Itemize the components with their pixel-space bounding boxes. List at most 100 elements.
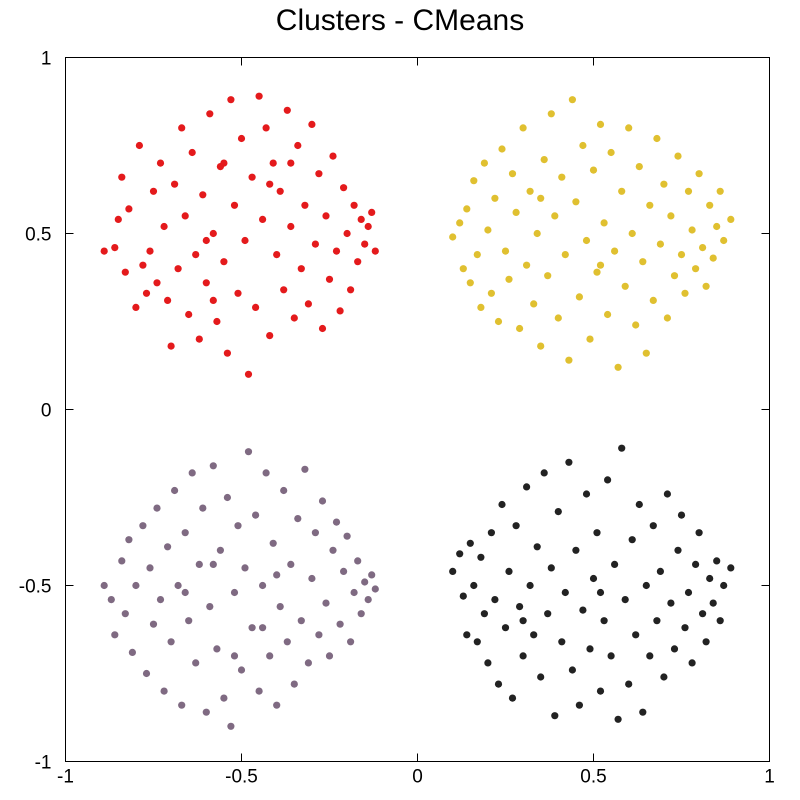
data-point [171,486,179,495]
data-point [195,560,203,569]
data-point [318,497,327,505]
data-point [579,606,587,614]
data-point [586,335,594,343]
data-point [656,240,665,248]
data-point [350,201,358,209]
data-point [727,215,735,223]
data-point [269,539,277,547]
data-point [368,571,376,579]
data-point [596,261,605,269]
data-point [589,574,598,583]
data-point [139,261,147,269]
data-point [118,557,126,565]
data-point [259,624,267,632]
data-point [709,254,717,262]
data-point [100,247,108,255]
data-point [501,624,510,632]
data-point [505,275,513,283]
data-point [364,596,372,604]
data-point [301,201,309,209]
data-point [244,448,253,456]
data-point [670,645,679,653]
data-point [582,236,591,245]
data-point [273,571,281,579]
data-point [139,522,147,530]
data-point [593,529,601,537]
data-point [156,596,165,604]
data-point [561,251,569,259]
data-point [459,265,467,273]
data-point [618,187,626,195]
data-point [315,170,323,178]
data-point [234,522,242,530]
data-point [325,652,334,660]
data-point [340,184,348,192]
data-point [280,286,288,294]
data-point [649,522,657,530]
data-point [354,258,362,266]
data-point [164,543,172,551]
data-point [477,303,485,311]
data-point [280,486,288,495]
data-point [688,659,696,667]
data-point [456,550,464,558]
data-point [596,588,605,597]
data-point [607,652,615,660]
data-point [287,159,295,167]
data-point [713,557,721,565]
data-point [174,581,182,590]
data-point [111,631,119,639]
data-point [322,212,330,220]
data-point [160,222,168,231]
data-point [530,300,538,308]
data-point [579,141,587,150]
data-point [181,212,189,220]
data-point [188,148,196,157]
data-point [600,617,608,625]
data-point [681,624,689,632]
data-point [547,110,555,118]
data-point [713,222,721,231]
data-point [716,187,724,195]
data-point [604,476,612,484]
data-point [487,289,495,297]
data-point [625,680,633,688]
data-point [244,370,253,378]
data-point [614,363,622,371]
data-point [632,631,640,639]
data-point [315,631,323,639]
data-point [290,314,298,322]
data-point [171,180,179,188]
data-point [347,286,355,294]
data-point [537,342,545,350]
data-point [635,500,643,509]
data-point [526,581,534,590]
data-point [259,581,267,590]
data-point [276,187,284,195]
data-point [621,596,629,604]
data-point [252,511,260,519]
x-tick-label: -1 [57,767,74,788]
data-point [653,134,661,143]
data-point [639,258,647,266]
data-point [192,659,200,667]
data-point [262,124,270,132]
data-point [449,567,457,576]
data-point [178,124,186,132]
data-point [551,712,559,720]
data-point [586,645,594,653]
data-point [498,145,506,153]
data-point [540,469,548,477]
data-point [220,159,228,167]
data-point [322,599,330,607]
data-point [237,134,246,143]
data-point [565,458,573,466]
data-point [287,222,295,231]
data-point [558,173,566,181]
data-point [508,694,517,702]
data-point [706,201,714,209]
data-point [716,617,724,625]
data-point [230,201,239,209]
data-point [371,585,379,593]
data-point [684,187,693,195]
